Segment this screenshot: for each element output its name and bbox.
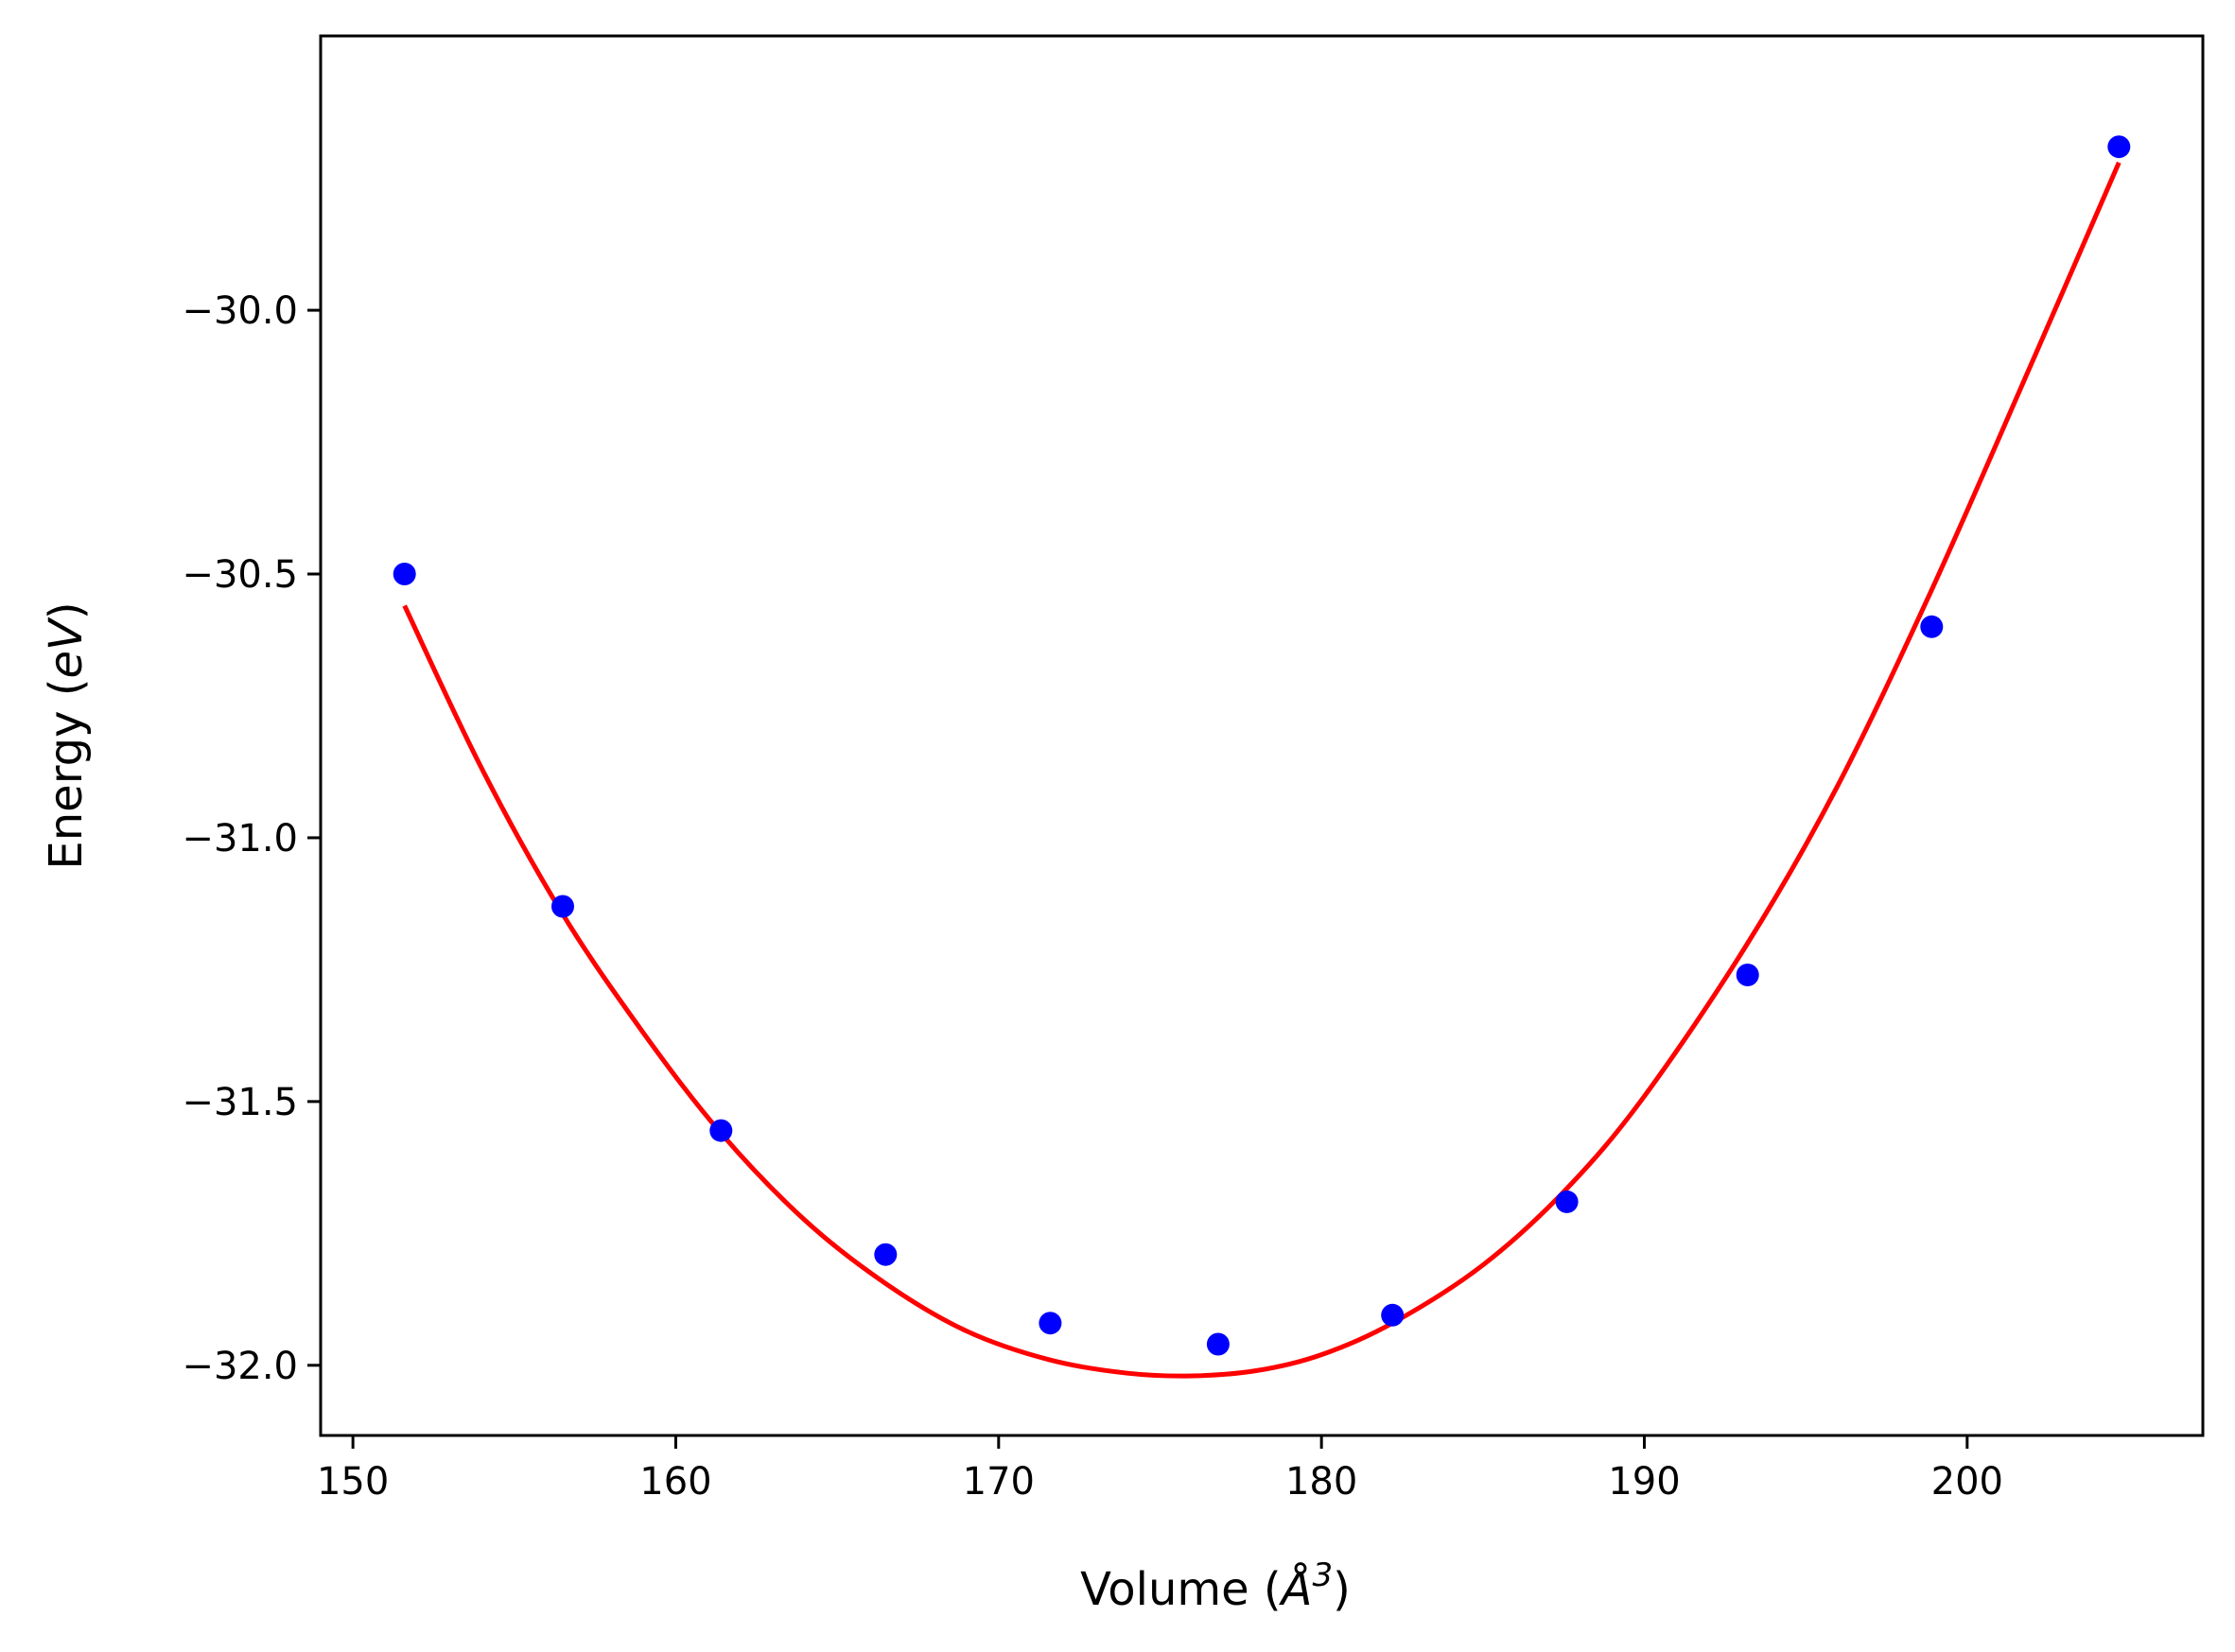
y-axis: −30.0 −30.5 −31.0 −31.5 −32.0 <box>182 289 321 1388</box>
data-point <box>2107 135 2131 159</box>
y-tick-label: −31.0 <box>182 817 298 861</box>
data-point <box>1736 964 1759 986</box>
x-axis-label: Volume (Å3) <box>1080 1556 1351 1616</box>
x-tick-label: 190 <box>1608 1460 1680 1504</box>
data-point <box>1920 615 1944 638</box>
data-point <box>551 895 574 918</box>
data-point <box>874 1243 898 1266</box>
data-point <box>1039 1312 1062 1335</box>
y-tick-label: −31.5 <box>182 1081 298 1124</box>
y-axis-label: Energy (eV) <box>40 601 93 869</box>
plot-area <box>393 135 2131 1379</box>
x-tick-label: 160 <box>639 1460 711 1504</box>
data-point <box>1206 1332 1230 1356</box>
data-point <box>1381 1303 1405 1327</box>
x-tick-label: 170 <box>963 1460 1035 1504</box>
fit-curve <box>402 161 2122 1379</box>
plot-frame <box>319 34 2205 1437</box>
data-point <box>709 1119 733 1142</box>
x-tick-label: 150 <box>317 1460 389 1504</box>
x-tick-label: 200 <box>1931 1460 2003 1504</box>
x-tick-label: 180 <box>1285 1460 1357 1504</box>
x-axis: 150 160 170 180 190 200 <box>317 1435 2003 1504</box>
y-tick-label: −32.0 <box>182 1345 298 1388</box>
data-point <box>1555 1190 1579 1213</box>
data-point <box>393 563 416 585</box>
y-tick-label: −30.5 <box>182 553 298 597</box>
y-tick-label: −30.0 <box>182 289 298 333</box>
